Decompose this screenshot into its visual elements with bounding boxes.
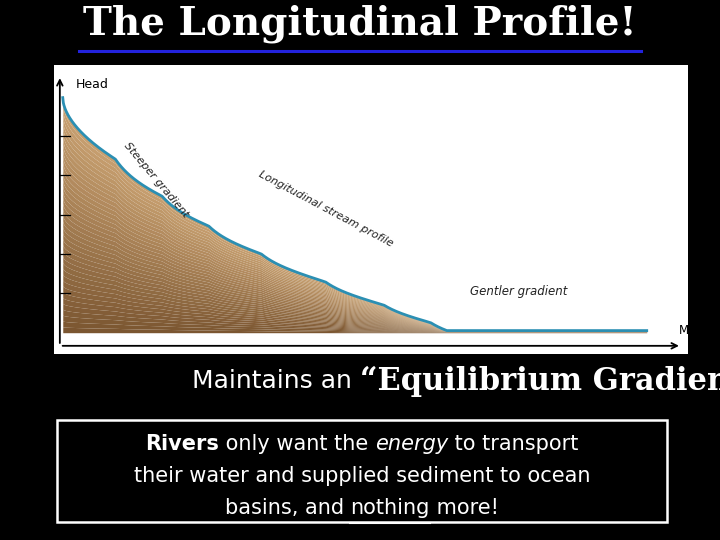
Text: basins, and: basins, and [225,498,351,518]
FancyBboxPatch shape [57,420,667,522]
Text: Steeper gradient: Steeper gradient [122,141,190,220]
Text: energy: energy [375,434,448,454]
Text: to transport: to transport [448,434,578,454]
Text: Maintains an: Maintains an [192,369,360,393]
Text: Gentler gradient: Gentler gradient [469,286,567,299]
Text: only want the: only want the [219,434,375,454]
Text: “Equilibrium Gradient”: “Equilibrium Gradient” [360,366,720,396]
Text: Rivers: Rivers [145,434,219,454]
Text: their water and supplied sediment to ocean: their water and supplied sediment to oce… [133,466,590,486]
Text: more!: more! [430,498,499,518]
Text: nothing: nothing [351,498,430,518]
Text: Mouth: Mouth [679,324,716,337]
Text: Elevation: Elevation [27,187,40,242]
Text: Longitudinal stream profile: Longitudinal stream profile [256,170,395,249]
Text: Head: Head [76,78,109,91]
Text: The Longitudinal Profile!: The Longitudinal Profile! [84,4,636,43]
Text: River length: River length [328,357,405,370]
